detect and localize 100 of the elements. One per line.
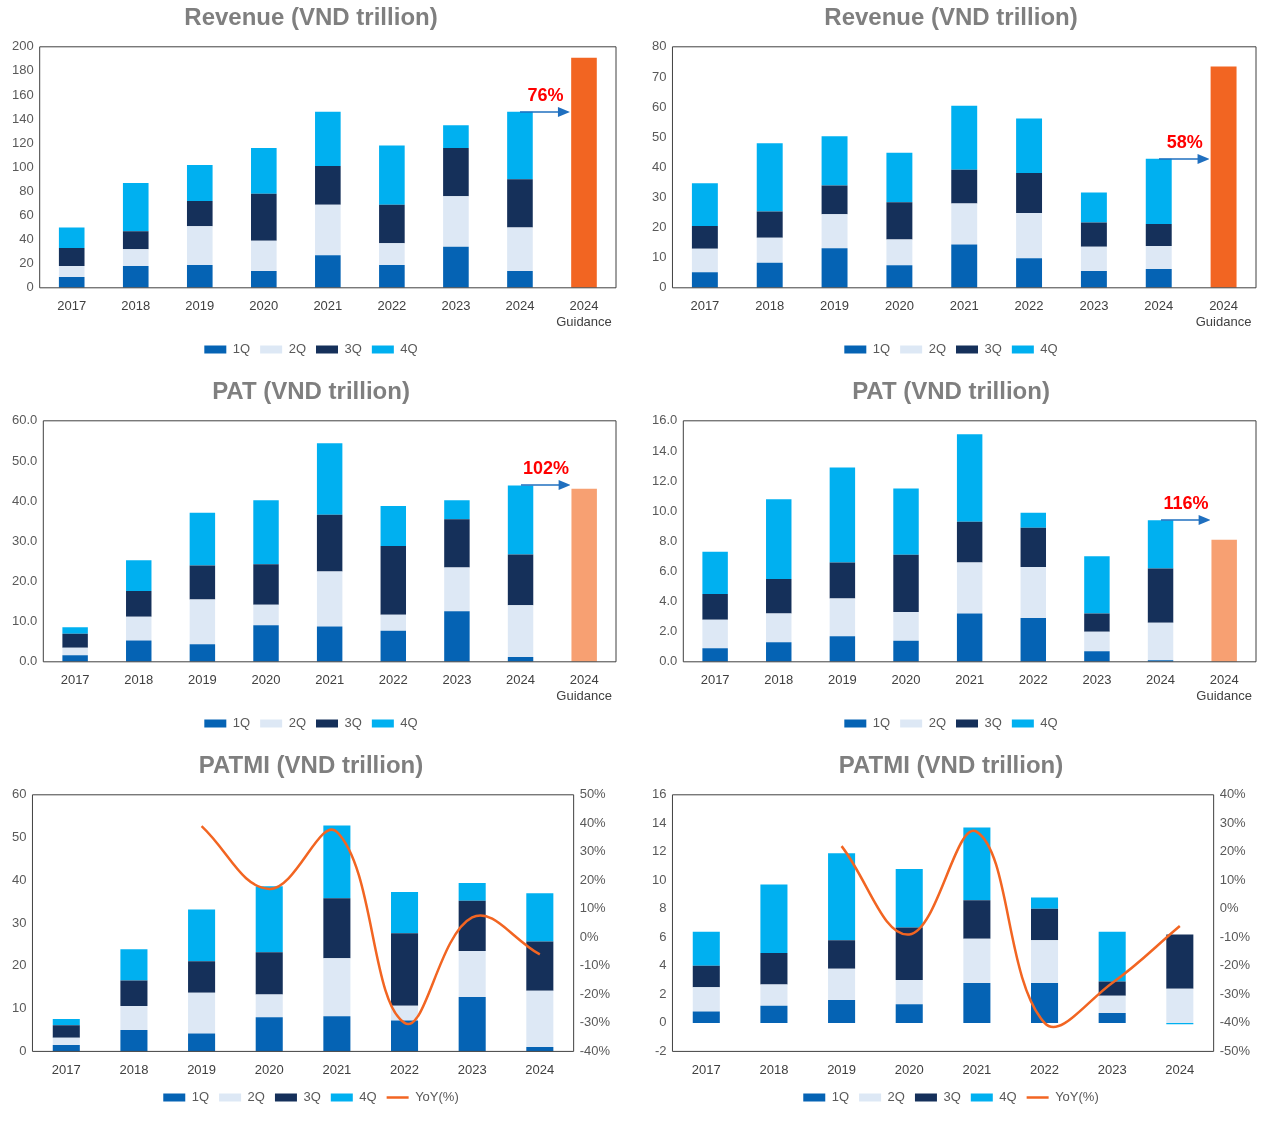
- y-tick-label: 0: [26, 279, 34, 295]
- x-tick-label: 2024: [506, 672, 536, 688]
- y-tick-label: 6: [659, 928, 667, 944]
- x-tick-label: 2019: [187, 1061, 217, 1077]
- x-tick-label: 2018: [119, 1061, 149, 1077]
- y-tick-label: 40.0: [11, 492, 38, 508]
- x-tick-label: 2020: [891, 672, 921, 688]
- y-tick-label: 70: [651, 68, 667, 84]
- y-tick-label: 0: [19, 1042, 27, 1058]
- y2-tick-label: 20%: [579, 871, 607, 887]
- y-tick-label: 14.0: [651, 442, 678, 458]
- y-tick-label: 30: [11, 914, 27, 930]
- y-tick-label: 0.0: [19, 653, 38, 669]
- legend-label: 1Q: [831, 1089, 850, 1105]
- x-tick-label: 2021: [322, 1061, 352, 1077]
- legend-label: 1Q: [872, 715, 891, 731]
- y2-tick-label: 20%: [1219, 843, 1247, 859]
- y-tick-label: 10.0: [651, 502, 678, 518]
- y2-tick-label: 10%: [579, 900, 607, 916]
- y-tick-label: 50.0: [11, 452, 38, 468]
- y-tick-label: 40: [651, 158, 667, 174]
- x-tick-label: 2023: [1097, 1061, 1127, 1077]
- y-tick-label: 60.0: [11, 412, 38, 428]
- y2-tick-label: 0%: [579, 928, 599, 944]
- y2-tick-label: -20%: [579, 985, 611, 1001]
- y-tick-label: 8.0: [659, 532, 678, 548]
- legend-label: 4Q: [400, 341, 418, 357]
- x-tick-label: 2022: [377, 298, 407, 314]
- legend-label: 4Q: [1040, 341, 1058, 357]
- x-tick-label: 2018: [121, 298, 151, 314]
- y2-tick-label: -20%: [1219, 957, 1251, 973]
- x-tick-label: 2019: [185, 298, 215, 314]
- y-tick-label: 160: [11, 86, 34, 102]
- x-tick-label: 2020: [254, 1061, 284, 1077]
- x-tick-label: 2024: [1144, 298, 1174, 314]
- y-tick-label: 100: [11, 158, 34, 174]
- y2-tick-label: 10%: [1219, 871, 1247, 887]
- x-tick-label: 2022: [1014, 298, 1044, 314]
- legend-label: 2Q: [247, 1089, 265, 1105]
- x-tick-label: 2024: [525, 1061, 555, 1077]
- x-tick-label: 2022: [390, 1061, 419, 1077]
- y2-tick-label: -40%: [579, 1042, 611, 1058]
- legend-label: 1Q: [191, 1089, 210, 1105]
- legend-label: 4Q: [359, 1089, 377, 1105]
- legend-label: YoY(%): [415, 1089, 459, 1105]
- x-tick-label: 2019: [827, 1061, 857, 1077]
- legend-label: 2Q: [288, 341, 306, 357]
- y2-tick-label: -30%: [579, 1014, 611, 1030]
- y-tick-label: 10: [651, 871, 667, 887]
- x-tick-label: 2021: [949, 298, 979, 314]
- x-tick-label: 2024 Guidance: [556, 298, 612, 329]
- y-tick-label: 20: [11, 957, 27, 973]
- annotation: 116%: [1163, 493, 1209, 514]
- legend-label: 3Q: [344, 341, 362, 357]
- y-tick-label: 60: [11, 786, 27, 802]
- y-tick-label: 12.0: [651, 472, 678, 488]
- y-tick-label: -2: [654, 1042, 667, 1058]
- x-tick-label: 2024 Guidance: [1196, 672, 1253, 703]
- legend-label: 2Q: [928, 715, 946, 731]
- legend-label: 3Q: [984, 715, 1002, 731]
- y2-tick-label: 40%: [579, 814, 607, 830]
- x-tick-label: 2017: [690, 298, 720, 314]
- y-tick-label: 10: [11, 1000, 27, 1016]
- y-tick-label: 0.0: [659, 653, 678, 669]
- y-tick-label: 120: [11, 134, 34, 150]
- legend-label: 4Q: [400, 715, 418, 731]
- y2-tick-label: -30%: [1219, 985, 1251, 1001]
- x-tick-label: 2020: [251, 672, 281, 688]
- x-tick-label: 2021: [955, 672, 985, 688]
- y-tick-label: 6.0: [659, 563, 678, 578]
- x-tick-label: 2024 Guidance: [1195, 298, 1252, 329]
- x-tick-label: 2023: [457, 1061, 487, 1077]
- y-tick-label: 20.0: [11, 573, 38, 589]
- y-tick-label: 80: [651, 38, 667, 54]
- x-tick-label: 2018: [759, 1061, 789, 1077]
- y-tick-label: 16.0: [651, 412, 678, 428]
- x-tick-label: 2019: [187, 672, 217, 688]
- x-tick-label: 2017: [60, 672, 90, 688]
- chart-title: Revenue (VND trillion): [824, 3, 1078, 31]
- x-tick-label: 2024: [1165, 1061, 1195, 1077]
- y-tick-label: 4.0: [659, 593, 678, 609]
- x-tick-label: 2021: [315, 672, 345, 688]
- y-tick-label: 140: [11, 110, 34, 126]
- legend-label: 3Q: [984, 341, 1002, 357]
- y-tick-label: 40: [19, 231, 34, 247]
- y2-tick-label: 30%: [579, 843, 607, 859]
- x-tick-label: 2022: [378, 672, 408, 688]
- y-tick-label: 180: [11, 62, 34, 78]
- y2-tick-label: 0%: [1219, 900, 1239, 916]
- x-tick-label: 2023: [441, 298, 471, 314]
- annotation: 76%: [527, 84, 564, 105]
- x-tick-label: 2018: [124, 672, 154, 688]
- y-tick-label: 10: [651, 249, 667, 265]
- y2-tick-label: 50%: [579, 786, 607, 802]
- x-tick-label: 2017: [51, 1061, 81, 1077]
- legend-label: 4Q: [999, 1089, 1017, 1105]
- x-tick-label: 2020: [884, 298, 914, 314]
- y-tick-label: 2.0: [659, 623, 678, 639]
- x-tick-label: 2021: [313, 298, 343, 314]
- y-tick-label: 0: [659, 279, 667, 295]
